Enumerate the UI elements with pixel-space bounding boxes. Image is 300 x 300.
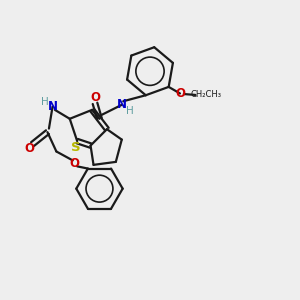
Text: N: N <box>47 100 58 113</box>
Text: S: S <box>71 141 80 154</box>
Text: CH₂CH₃: CH₂CH₃ <box>190 90 221 99</box>
Text: H: H <box>126 106 134 116</box>
Text: O: O <box>90 92 100 104</box>
Text: O: O <box>69 157 79 170</box>
Text: N: N <box>117 98 127 111</box>
Text: H: H <box>40 97 48 106</box>
Text: O: O <box>25 142 34 155</box>
Text: O: O <box>175 87 185 100</box>
